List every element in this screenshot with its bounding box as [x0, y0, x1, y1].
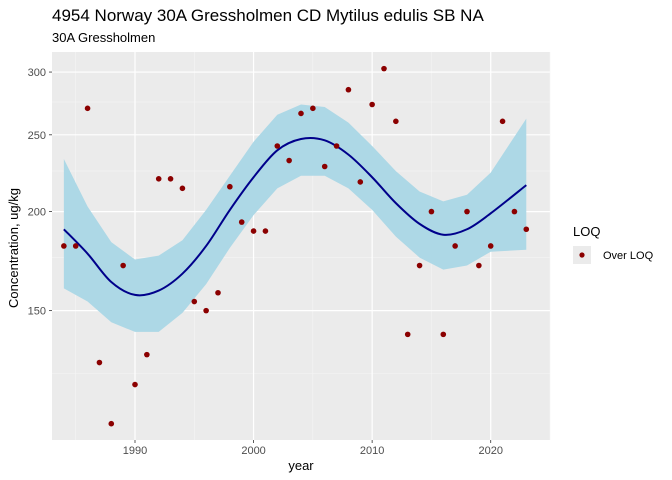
- major-gridlines: [52, 52, 550, 440]
- data-point: [381, 65, 387, 72]
- y-tick-label: 200: [28, 207, 46, 219]
- chart-subtitle: 30A Gressholmen: [52, 30, 155, 45]
- data-point: [84, 105, 91, 112]
- data-point: [440, 331, 447, 338]
- data-point: [250, 228, 257, 234]
- y-axis-ticks: 150 200 250 300: [28, 67, 52, 318]
- data-point: [452, 243, 458, 249]
- legend-key-over-loq-marker: [579, 252, 585, 258]
- data-point: [167, 176, 174, 182]
- chart-title: 4954 Norway 30A Gressholmen CD Mytilus e…: [52, 6, 484, 25]
- data-point: [179, 185, 186, 192]
- data-point: [499, 118, 506, 125]
- data-point: [345, 86, 352, 93]
- x-axis-title: year: [288, 458, 314, 473]
- data-point: [428, 208, 435, 215]
- data-point: [274, 143, 281, 149]
- data-point: [215, 289, 221, 296]
- data-point: [120, 262, 126, 269]
- data-point: [404, 331, 411, 338]
- x-tick-label: 2020: [478, 445, 502, 457]
- data-point: [286, 157, 292, 164]
- data-point: [144, 351, 150, 358]
- y-tick-label: 250: [28, 130, 46, 142]
- data-point: [155, 176, 162, 182]
- data-point: [96, 359, 103, 366]
- data-point: [321, 163, 328, 170]
- y-axis-title: Concentration, ug/kg: [6, 188, 21, 308]
- data-point: [369, 101, 375, 108]
- x-tick-label: 1990: [123, 445, 147, 457]
- data-point: [238, 219, 245, 225]
- data-point: [191, 298, 198, 305]
- data-point: [511, 208, 518, 215]
- legend-label-over-loq: Over LOQ: [603, 250, 654, 262]
- data-point: [393, 118, 399, 125]
- data-point: [523, 226, 530, 233]
- data-points: [61, 65, 530, 427]
- y-tick-label: 300: [28, 67, 46, 79]
- legend: LOQ Over LOQ: [573, 224, 654, 264]
- data-point: [464, 208, 470, 215]
- data-point: [357, 179, 364, 185]
- legend-title: LOQ: [573, 224, 600, 239]
- x-axis-ticks: 1990 2000 2010 2020: [123, 440, 503, 457]
- data-point: [227, 183, 233, 190]
- data-point: [416, 262, 423, 269]
- data-point: [476, 262, 482, 269]
- data-point: [262, 228, 269, 234]
- data-point: [298, 110, 304, 117]
- data-point: [61, 243, 67, 249]
- data-point: [132, 381, 138, 388]
- data-point: [310, 105, 316, 112]
- trend-line: [63, 136, 527, 297]
- x-tick-label: 2000: [241, 445, 265, 457]
- x-tick-label: 2010: [360, 445, 384, 457]
- data-point: [72, 243, 79, 249]
- data-point: [203, 307, 209, 314]
- data-point: [108, 420, 115, 427]
- data-point: [487, 243, 494, 249]
- trend-line-layer: [63, 136, 527, 297]
- data-point: [333, 143, 340, 149]
- y-tick-label: 150: [28, 306, 46, 318]
